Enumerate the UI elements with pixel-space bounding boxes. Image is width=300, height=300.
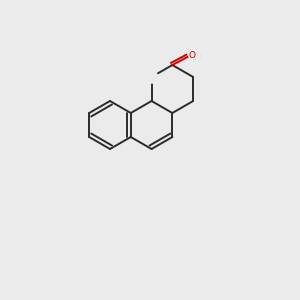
Text: O: O [148, 73, 155, 82]
Text: O: O [189, 50, 196, 59]
